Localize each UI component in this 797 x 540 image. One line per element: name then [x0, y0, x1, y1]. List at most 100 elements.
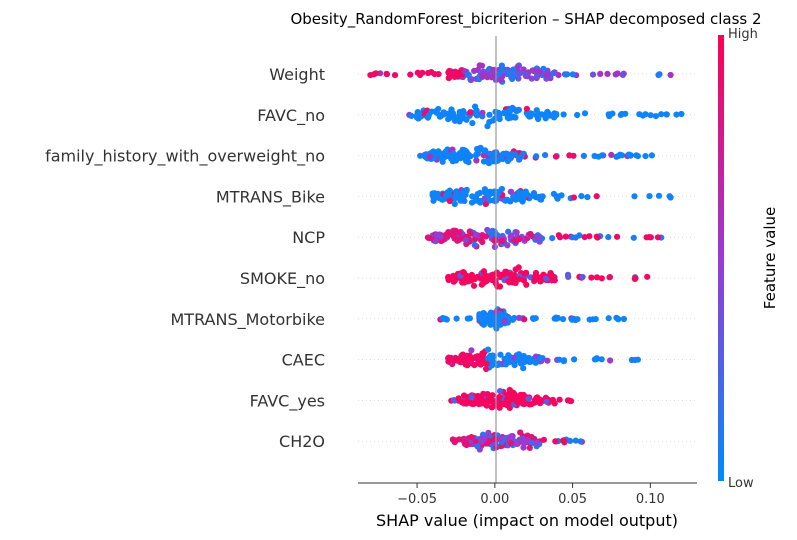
- shap-point: [521, 354, 528, 361]
- shap-point: [451, 200, 458, 208]
- shap-point: [432, 238, 439, 245]
- shap-point: [484, 189, 492, 196]
- x-axis-ticks: −0.05 0.00 0.05 0.10: [397, 483, 665, 507]
- shap-point: [591, 152, 598, 160]
- shap-point: [520, 365, 527, 372]
- shap-point: [556, 396, 563, 403]
- shap-point: [555, 232, 562, 239]
- shap-point: [553, 110, 560, 118]
- shap-point: [420, 110, 427, 117]
- shap-point: [453, 190, 460, 197]
- shap-point: [485, 346, 492, 353]
- x-tick-label: 0.10: [636, 492, 665, 507]
- shap-point: [584, 194, 591, 201]
- shap-point: [566, 152, 573, 159]
- shap-point: [475, 147, 482, 154]
- shap-point: [526, 444, 533, 451]
- shap-point: [543, 275, 550, 282]
- shap-point: [639, 112, 647, 119]
- shap-point: [627, 152, 634, 159]
- shap-point: [542, 113, 549, 120]
- shap-point: [647, 112, 654, 119]
- shap-point: [519, 398, 526, 405]
- shap-point: [453, 157, 460, 164]
- shap-point: [417, 71, 424, 79]
- shap-point: [480, 158, 488, 165]
- shap-point: [562, 71, 569, 78]
- shap-point: [617, 151, 624, 158]
- shap-point: [552, 153, 560, 160]
- shap-point: [511, 113, 518, 121]
- shap-point: [467, 230, 474, 237]
- shap-point: [491, 155, 498, 163]
- shap-point: [440, 315, 447, 322]
- shap-point: [581, 234, 588, 241]
- shap-point: [513, 229, 520, 236]
- shap-point: [502, 361, 509, 368]
- colorbar: [718, 35, 724, 481]
- shap-point: [520, 277, 528, 284]
- shap-point: [463, 157, 470, 164]
- shap-point: [441, 153, 449, 160]
- shap-point: [542, 152, 549, 159]
- shap-point: [523, 105, 531, 112]
- shap-point: [477, 236, 484, 243]
- shap-point: [655, 192, 663, 199]
- shap-point: [615, 316, 622, 323]
- shap-point: [446, 114, 453, 121]
- shap-point: [605, 234, 612, 241]
- shap-point: [520, 195, 527, 202]
- shap-point: [543, 398, 550, 405]
- shap-point: [477, 355, 484, 362]
- shap-point: [532, 315, 539, 322]
- shap-point: [484, 391, 491, 398]
- shap-point: [484, 355, 492, 362]
- shap-point: [605, 111, 612, 118]
- shap-point: [491, 402, 499, 409]
- colorbar-high-label: High: [728, 27, 758, 42]
- shap-point: [483, 360, 490, 367]
- shap-point: [497, 351, 504, 358]
- shap-point: [499, 237, 506, 245]
- shap-point: [474, 443, 481, 450]
- shap-point: [570, 194, 578, 201]
- shap-point: [468, 434, 475, 441]
- shap-point: [515, 351, 523, 358]
- shap-point: [551, 400, 558, 407]
- shap-point: [472, 274, 479, 281]
- shap-point: [560, 111, 567, 118]
- shap-point: [439, 196, 446, 203]
- shap-point: [537, 400, 544, 407]
- shap-point: [564, 397, 572, 404]
- shap-point: [652, 113, 660, 120]
- feature-label: CH2O: [279, 432, 325, 451]
- shap-point: [448, 275, 455, 282]
- shap-point: [516, 189, 524, 196]
- shap-point: [533, 153, 540, 160]
- shap-point: [446, 197, 453, 205]
- shap-point: [471, 362, 478, 369]
- shap-point: [589, 71, 597, 78]
- shap-point: [507, 439, 514, 447]
- shap-point: [446, 70, 453, 77]
- shap-point: [515, 276, 522, 283]
- shap-point: [644, 273, 651, 280]
- shap-point: [458, 399, 465, 406]
- x-axis-label: SHAP value (impact on model output): [376, 511, 678, 530]
- shap-point: [508, 271, 515, 278]
- shap-point: [498, 62, 505, 69]
- shap-point: [508, 188, 515, 195]
- shap-point: [512, 266, 519, 273]
- colorbar-label: Feature value: [761, 207, 779, 309]
- shap-point: [630, 234, 637, 241]
- shap-point: [631, 193, 638, 200]
- shap-point: [667, 71, 674, 79]
- shap-point: [480, 268, 487, 275]
- shap-point: [550, 274, 557, 281]
- shap-point: [498, 68, 505, 75]
- shap-point: [598, 275, 605, 282]
- shap-point: [485, 429, 492, 436]
- shap-point: [593, 356, 600, 363]
- shap-point: [574, 316, 581, 323]
